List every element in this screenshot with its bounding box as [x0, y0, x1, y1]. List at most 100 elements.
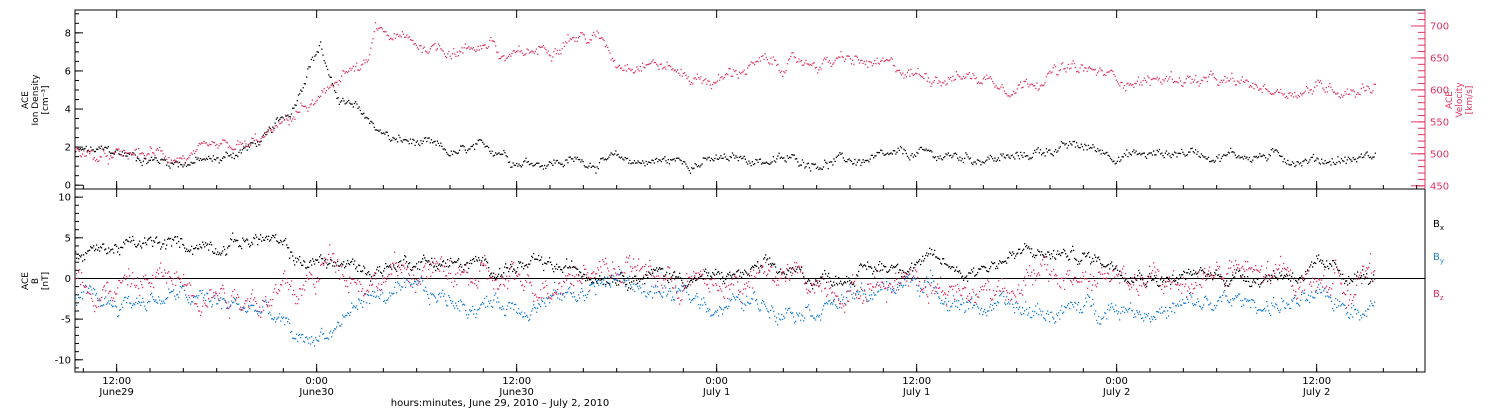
data-point: [349, 102, 351, 104]
data-point: [1042, 152, 1044, 154]
data-point: [525, 53, 527, 55]
data-point: [358, 69, 360, 72]
data-point: [1359, 93, 1361, 96]
data-point: [971, 77, 973, 80]
data-point: [287, 247, 289, 249]
data-point: [1280, 309, 1282, 311]
data-point: [322, 258, 324, 260]
data-point: [934, 76, 937, 78]
data-point: [1288, 278, 1290, 280]
data-point: [111, 152, 113, 154]
data-point: [556, 159, 559, 162]
data-point: [458, 258, 460, 260]
data-point: [1287, 97, 1289, 99]
data-point: [1158, 285, 1160, 287]
data-point: [891, 264, 893, 266]
data-point: [976, 303, 978, 305]
data-point: [732, 293, 734, 295]
data-point: [1343, 94, 1345, 96]
data-point: [695, 78, 697, 80]
data-point: [488, 300, 490, 302]
data-point: [581, 287, 583, 290]
data-point: [813, 164, 815, 166]
data-point: [142, 297, 144, 300]
data-point: [155, 157, 157, 159]
data-point: [371, 42, 373, 44]
data-point: [1080, 64, 1082, 66]
data-point: [1157, 151, 1159, 153]
data-point: [84, 155, 86, 157]
data-point: [294, 338, 296, 340]
data-point: [128, 295, 130, 298]
data-point: [922, 255, 924, 257]
data-point: [524, 54, 526, 56]
data-point: [449, 55, 451, 57]
data-point: [418, 282, 420, 284]
data-point: [994, 86, 996, 88]
data-point: [587, 293, 589, 296]
data-point: [259, 144, 261, 146]
data-point: [989, 154, 991, 156]
data-point: [725, 278, 727, 281]
data-point: [1108, 263, 1110, 266]
data-point: [112, 156, 114, 158]
data-point: [486, 295, 488, 297]
data-point: [122, 247, 124, 249]
data-point: [384, 133, 386, 135]
data-point: [347, 312, 349, 314]
data-point: [1372, 90, 1374, 92]
data-point: [447, 259, 449, 261]
data-point: [359, 299, 361, 301]
data-point: [1285, 307, 1287, 309]
data-point: [89, 153, 91, 155]
data-point: [1088, 147, 1091, 150]
data-point: [930, 85, 932, 88]
data-point: [1254, 301, 1256, 304]
data-point: [1016, 88, 1018, 90]
data-point: [918, 260, 920, 262]
data-point: [710, 87, 713, 90]
data-point: [1206, 298, 1208, 300]
data-point: [131, 307, 133, 309]
data-point: [471, 262, 473, 265]
data-point: [227, 146, 230, 149]
data-point: [194, 162, 196, 164]
data-point: [123, 299, 125, 302]
data-point: [190, 303, 192, 305]
data-point: [787, 157, 790, 159]
data-point: [1139, 84, 1141, 86]
data-point: [1091, 68, 1093, 70]
data-point: [664, 156, 666, 158]
data-point: [1191, 296, 1193, 298]
data-point: [354, 260, 356, 262]
data-point: [409, 282, 411, 284]
data-point: [113, 252, 115, 254]
data-point: [414, 265, 416, 268]
data-point: [109, 251, 111, 253]
data-point: [165, 298, 167, 301]
data-point: [501, 308, 503, 311]
data-point: [702, 278, 704, 280]
data-point: [1078, 71, 1080, 74]
data-point: [1173, 303, 1175, 305]
data-point: [1250, 285, 1252, 288]
data-point: [794, 270, 796, 272]
data-point: [756, 265, 758, 267]
data-point: [1178, 305, 1180, 307]
data-point: [885, 59, 888, 61]
data-point: [909, 75, 911, 77]
data-point: [678, 157, 680, 159]
data-point: [996, 159, 998, 161]
data-point: [726, 158, 728, 160]
data-point: [1235, 272, 1237, 274]
data-point: [206, 292, 208, 294]
data-point: [1052, 256, 1054, 258]
data-point: [360, 113, 363, 115]
data-point: [1294, 165, 1296, 168]
data-point: [762, 299, 764, 302]
data-point: [963, 302, 965, 304]
data-point: [1089, 256, 1091, 258]
data-point: [311, 99, 314, 101]
data-point: [944, 301, 946, 303]
data-point: [997, 267, 999, 269]
